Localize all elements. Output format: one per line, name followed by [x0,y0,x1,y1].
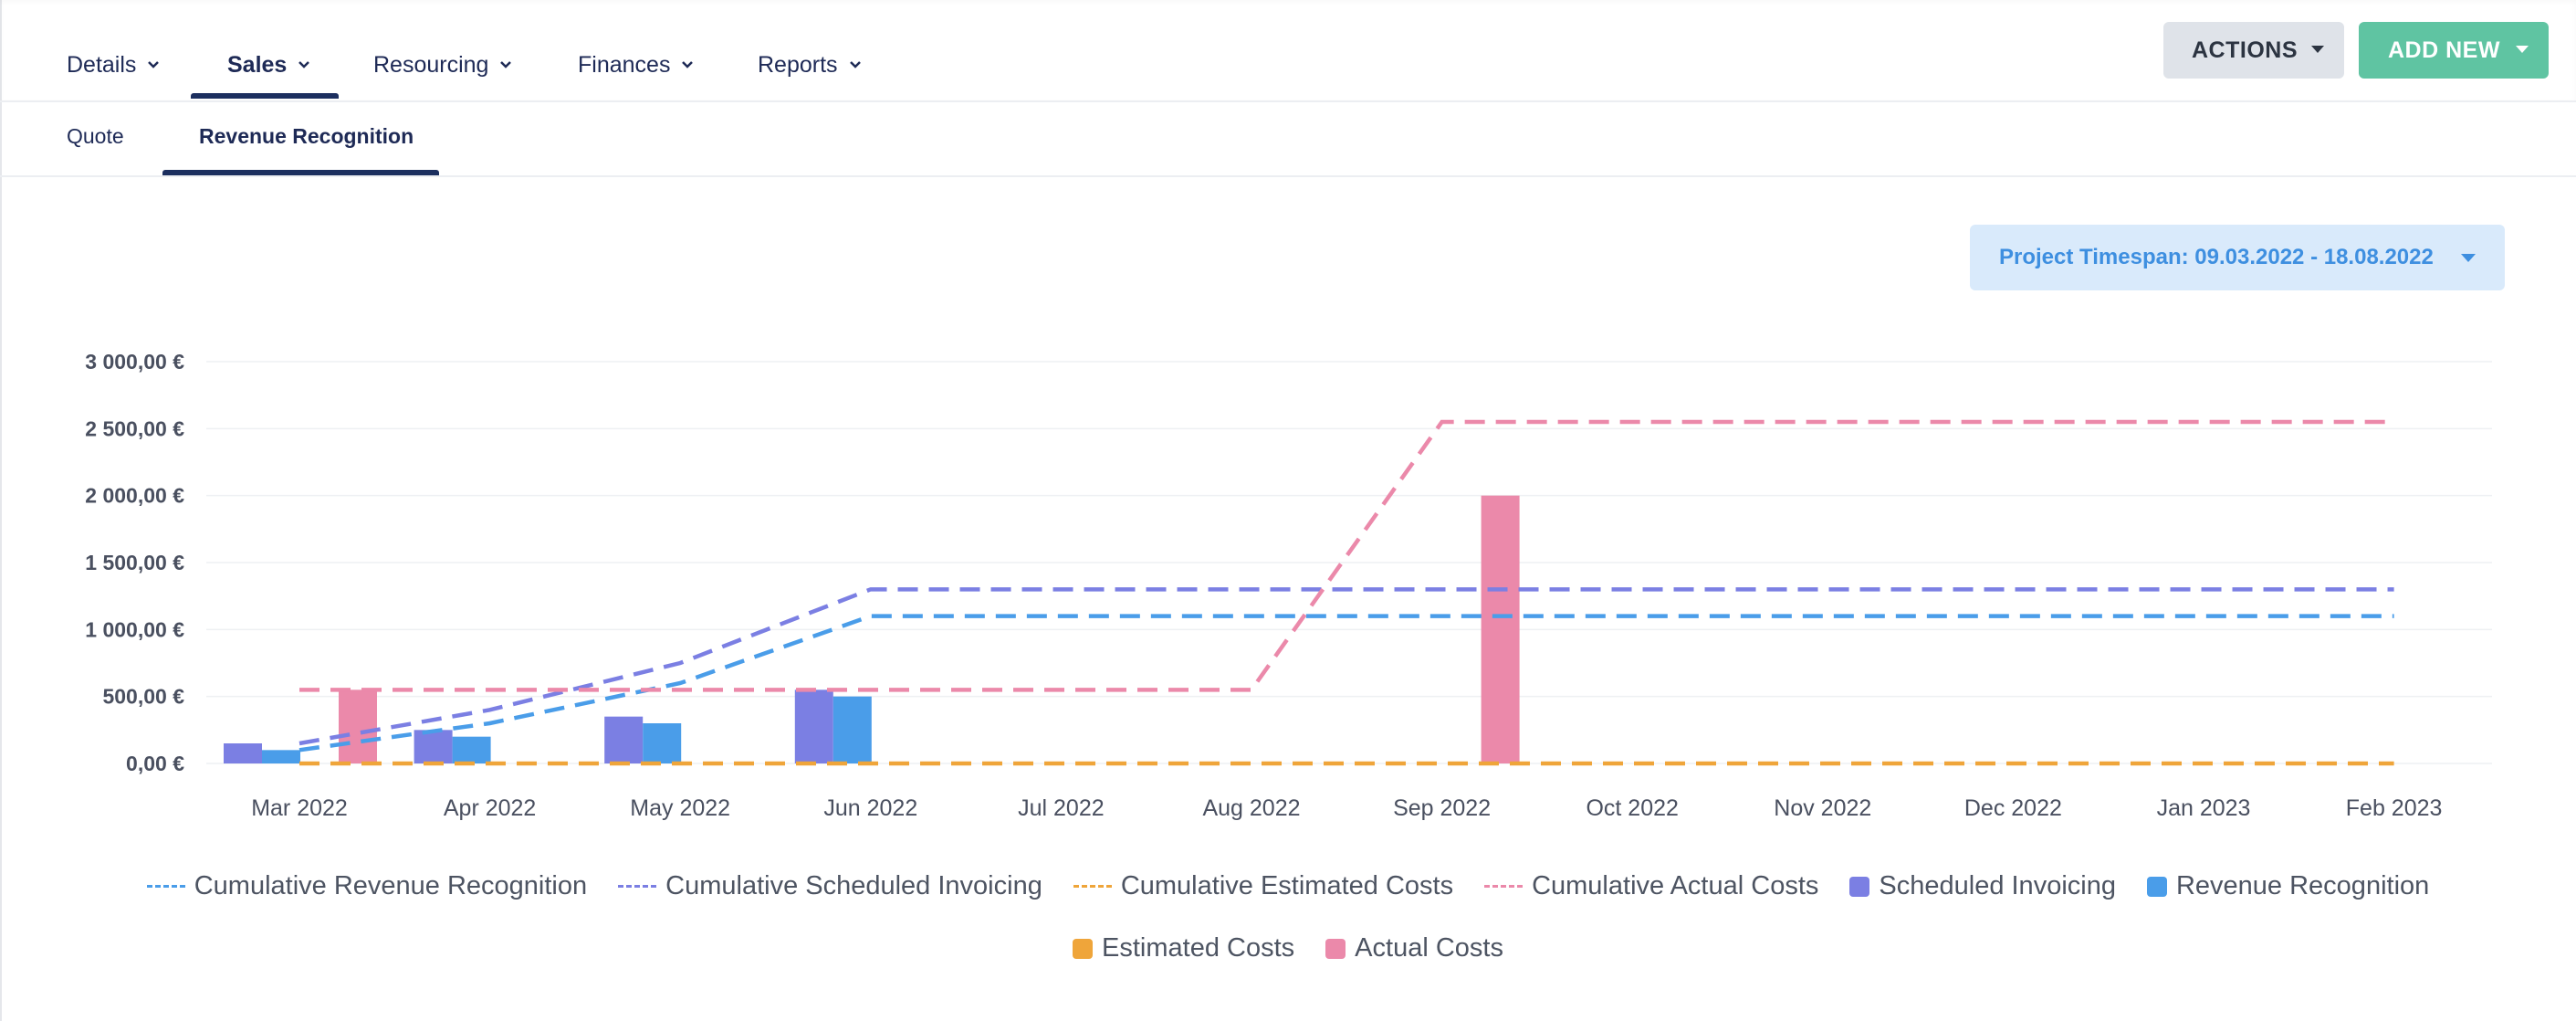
legend-item[interactable]: Revenue Recognition [2146,871,2430,901]
chart-legend-row-2: Estimated Costs Actual Costs [0,933,2576,963]
legend-box-swatch [1073,938,1094,959]
revenue-recognition-chart: 0,00 € 500,00 € 1 000,00 € 1 500,00 € 2 000,… [85,350,2492,821]
x-tick-label: Aug 2022 [1202,795,1300,821]
y-tick-label: 2 000,00 € [85,484,184,508]
line-cumulative-scheduled-invoicing [298,587,2394,746]
legend-item[interactable]: Cumulative Revenue Recognition [146,871,588,901]
window-left-border [0,0,2,1021]
chevron-down-icon [682,61,694,68]
x-tick-label: Jan 2023 [2157,795,2251,821]
x-tick-label: Apr 2022 [444,795,536,821]
y-tick-label: 2 500,00 € [85,416,184,440]
actions-button-label: ACTIONS [2192,37,2298,63]
bar-scheduled-invoicing [604,716,644,763]
chevron-down-icon [298,61,310,68]
subtab-quote[interactable]: Quote [67,124,124,148]
legend-label: Actual Costs [1355,933,1503,963]
chart-legend-row-1: Cumulative Revenue Recognition Cumulative… [0,871,2576,901]
nav-tab-finances[interactable]: Finances [578,46,696,84]
bar-scheduled-invoicing [224,743,262,763]
line-cumulative-actual-costs [299,419,2394,692]
project-timespan-label: Project Timespan: 09.03.2022 - 18.08.202… [1999,245,2434,269]
legend-label: Revenue Recognition [2175,871,2430,900]
bar-revenue-recognition [643,723,682,763]
add-new-button[interactable]: ADD NEW [2359,22,2549,79]
chevron-down-icon [500,61,512,68]
bar-actual-costs [1481,495,1520,763]
bar-revenue-recognition [452,736,491,763]
project-timespan-dropdown[interactable]: Project Timespan: 09.03.2022 - 18.08.202… [1970,225,2505,290]
caret-down-icon [2461,254,2476,262]
top-navigation-bar: Details Sales Resourcing Finances Report… [0,0,2576,102]
add-new-button-label: ADD NEW [2388,37,2500,63]
y-tick-label: 1 500,00 € [85,551,184,574]
y-tick-label: 1 000,00 € [85,617,184,641]
actions-button[interactable]: ACTIONS [2163,22,2344,79]
nav-tab-label: Finances [578,51,671,78]
nav-tab-resourcing[interactable]: Resourcing [373,46,514,84]
y-tick-label: 500,00 € [102,685,184,709]
legend-item[interactable]: Estimated Costs [1073,933,1294,963]
caret-down-icon [2311,46,2324,53]
legend-line-swatch [1484,885,1524,888]
bar-revenue-recognition [832,696,872,763]
legend-label: Cumulative Estimated Costs [1120,871,1454,900]
subtab-revenue-recognition[interactable]: Revenue Recognition [199,124,414,148]
y-tick-label: 3 000,00 € [85,350,184,374]
x-tick-label: Dec 2022 [1964,795,2062,821]
legend-line-swatch [146,885,185,888]
nav-tab-details[interactable]: Details [67,46,162,84]
x-tick-label: Jun 2022 [823,795,917,821]
nav-tab-label: Resourcing [373,51,489,78]
chevron-down-icon [849,61,861,68]
nav-active-indicator [191,93,339,99]
legend-item[interactable]: Scheduled Invoicing [1849,871,2116,901]
x-tick-label: Jul 2022 [1018,795,1105,821]
nav-tab-label: Sales [227,51,288,78]
x-tick-label: Mar 2022 [251,795,348,821]
subtab-active-indicator [162,170,439,175]
legend-box-swatch [1325,938,1346,959]
legend-label: Cumulative Actual Costs [1532,871,1819,900]
legend-box-swatch [1849,876,1870,897]
bar-revenue-recognition [262,750,300,763]
legend-label: Scheduled Invoicing [1879,871,2116,900]
caret-down-icon [2516,46,2529,53]
nav-tab-reports[interactable]: Reports [758,46,864,84]
legend-item[interactable]: Cumulative Scheduled Invoicing [618,871,1042,901]
legend-label: Estimated Costs [1102,933,1295,963]
legend-label: Cumulative Scheduled Invoicing [665,871,1042,900]
bar-scheduled-invoicing [794,689,833,763]
x-tick-label: Sep 2022 [1393,795,1491,821]
bar-actual-costs [339,689,377,763]
legend-label: Cumulative Revenue Recognition [194,871,588,900]
nav-tab-label: Reports [758,51,838,78]
chevron-down-icon [148,61,160,68]
x-tick-label: Feb 2023 [2346,795,2443,821]
x-tick-label: May 2022 [630,795,730,821]
bar-scheduled-invoicing [414,730,453,763]
legend-line-swatch [1073,885,1112,888]
x-tick-label: Nov 2022 [1774,795,1871,821]
legend-item[interactable]: Cumulative Actual Costs [1484,871,1818,901]
nav-tab-sales[interactable]: Sales [227,46,312,84]
y-tick-label: 0,00 € [126,752,184,775]
sub-navigation-bar [0,100,2576,177]
x-tick-label: Oct 2022 [1586,795,1678,821]
legend-line-swatch [618,885,657,888]
legend-box-swatch [2146,876,2167,897]
nav-tab-label: Details [67,51,137,78]
legend-item[interactable]: Actual Costs [1325,933,1503,963]
legend-item[interactable]: Cumulative Estimated Costs [1073,871,1453,901]
